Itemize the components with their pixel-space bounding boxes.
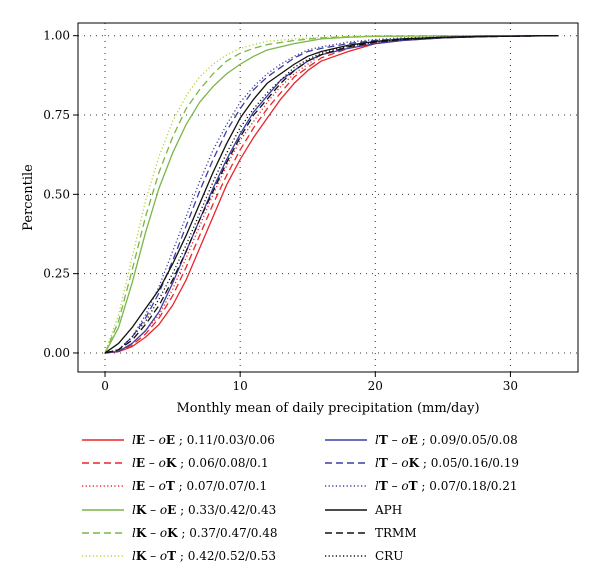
series-line-5 (104, 35, 558, 354)
series-line-2 (104, 35, 558, 354)
y-tick-3: 0.75 (43, 108, 78, 122)
series-line-10 (104, 35, 558, 354)
x-axis-label: Monthly mean of daily precipitation (mm/… (176, 401, 479, 416)
plot-frame (77, 22, 579, 373)
y-tick-0: 0.00 (43, 346, 78, 360)
x-tick-3: 30 (503, 372, 518, 393)
y-tick-label: 0.00 (43, 346, 70, 360)
x-tick-1: 10 (233, 372, 248, 393)
grid-layer (78, 23, 578, 372)
y-tick-label: 0.50 (43, 187, 70, 201)
y-axis-ticks: 0.00 0.25 0.50 0.75 1.00 (43, 29, 78, 360)
y-tick-1: 0.25 (43, 267, 78, 281)
x-axis-ticks: 0 10 20 30 (101, 372, 518, 393)
y-tick-label: 1.00 (43, 29, 70, 43)
x-tick-2: 20 (368, 372, 383, 393)
series-line-0 (104, 35, 558, 354)
series-line-6 (104, 35, 558, 354)
x-tick-label: 10 (233, 379, 248, 393)
series-layer (104, 35, 558, 354)
series-line-11 (104, 35, 558, 354)
x-tick-label: 30 (503, 379, 518, 393)
y-tick-label: 0.25 (43, 267, 70, 281)
x-tick-label: 20 (368, 379, 383, 393)
y-axis-label: Percentile (21, 164, 36, 231)
y-tick-4: 1.00 (43, 29, 78, 43)
x-tick-label: 0 (101, 379, 109, 393)
x-tick-0: 0 (101, 372, 109, 393)
y-tick-label: 0.75 (43, 108, 70, 122)
y-tick-2: 0.50 (43, 187, 78, 201)
